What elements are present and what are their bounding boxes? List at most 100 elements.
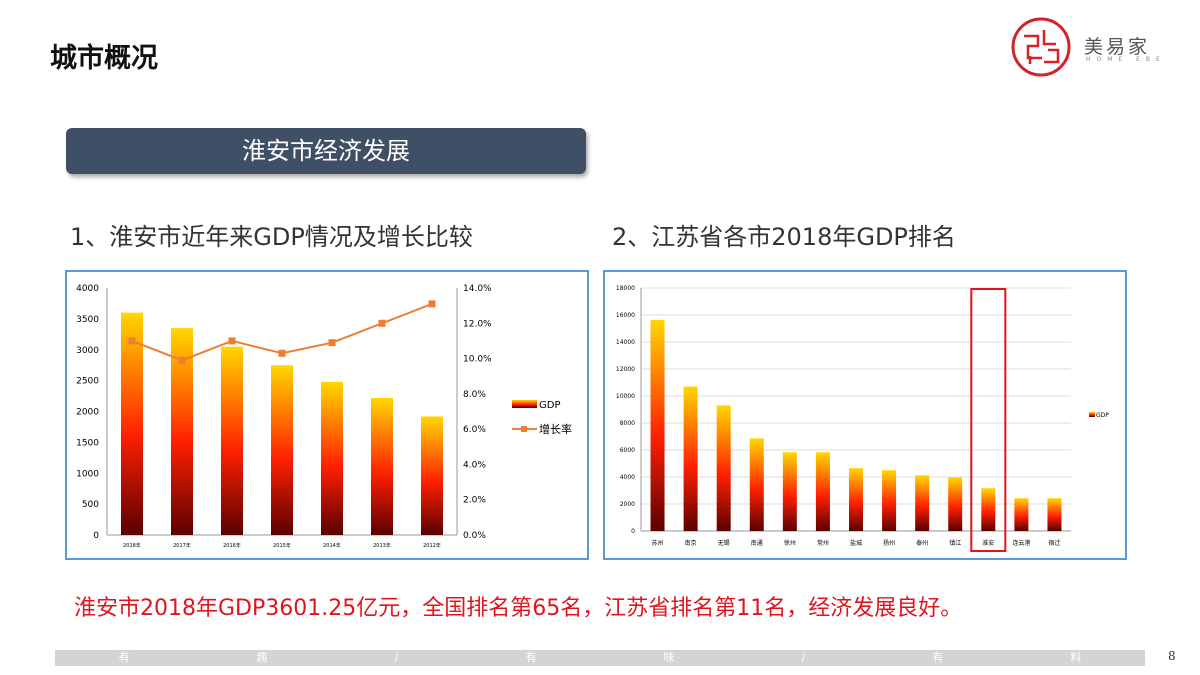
bar-gdp — [421, 416, 443, 535]
y-tick-label: 1500 — [76, 438, 99, 448]
y-tick-label: 1000 — [76, 469, 99, 479]
section-banner: 淮安市经济发展 — [66, 128, 586, 174]
bar-gdp — [716, 405, 731, 531]
y2-tick-label: 0.0% — [463, 531, 486, 541]
legend-marker-growth — [521, 426, 527, 432]
bar-gdp — [171, 328, 193, 535]
logo-subtitle: HOME EBE — [1086, 56, 1166, 63]
highlight-box — [970, 288, 1007, 552]
footer-item: 有 — [525, 651, 537, 664]
y2-tick-label: 4.0% — [463, 460, 486, 470]
y-tick-label: 8000 — [620, 420, 635, 427]
summary-text: 淮安市2018年GDP3601.25亿元，全国排名第65名，江苏省排名第11名，… — [74, 596, 963, 621]
x-tick-label: 常州 — [817, 539, 829, 547]
bar-gdp — [1014, 498, 1029, 531]
bar-gdp — [815, 452, 830, 531]
x-tick-label: 连云港 — [1012, 539, 1030, 547]
footer-item: 味 — [663, 651, 675, 664]
bar-gdp — [1047, 498, 1062, 531]
logo-name: 美易家 — [1084, 36, 1151, 58]
x-tick-label: 徐州 — [784, 539, 796, 547]
y2-tick-label: 6.0% — [463, 425, 486, 435]
bar-gdp — [882, 470, 897, 531]
y-tick-label: 10000 — [616, 393, 635, 400]
y-tick-label: 0 — [631, 528, 635, 535]
y-tick-label: 14000 — [616, 339, 635, 346]
x-tick-label: 2013年 — [373, 542, 391, 549]
x-tick-label: 南通 — [751, 539, 763, 547]
x-tick-label: 泰州 — [916, 539, 928, 547]
legend-label-gdp: GDP — [1096, 412, 1109, 419]
y-tick-label: 2500 — [76, 377, 99, 387]
bar-gdp — [371, 397, 393, 535]
bar-gdp — [271, 365, 293, 535]
y-tick-label: 500 — [82, 500, 99, 510]
footer-item: 料 — [1070, 651, 1082, 664]
bar-gdp — [749, 438, 764, 531]
legend-swatch-gdp — [512, 400, 537, 408]
y-tick-label: 12000 — [616, 366, 635, 373]
point-growth — [228, 337, 236, 345]
point-growth — [128, 337, 136, 345]
footer-item: 趣 — [256, 651, 268, 664]
point-growth — [178, 356, 186, 364]
y-tick-label: 3000 — [76, 346, 99, 356]
bar-gdp — [849, 468, 863, 531]
y2-tick-label: 12.0% — [463, 319, 492, 329]
x-tick-label: 2016年 — [223, 542, 241, 549]
legend-swatch-gdp — [1089, 412, 1095, 417]
x-tick-label: 淮安 — [982, 539, 994, 547]
bar-gdp — [221, 346, 243, 535]
footer-bar: 有 趣 / 有 味 / 有 料 — [55, 650, 1145, 666]
x-tick-label: 2012年 — [423, 542, 441, 549]
bar-gdp — [121, 312, 143, 535]
y2-tick-label: 8.0% — [463, 390, 486, 400]
logo-seal-icon — [1011, 17, 1071, 77]
chart-jiangsu-ranking: 0 2000 4000 6000 8000 10000 12000 14000 16000 180… — [603, 270, 1127, 560]
x-tick-label: 无锡 — [718, 539, 730, 547]
page-number: 8 — [1168, 649, 1176, 663]
x-tick-label: 盐城 — [850, 539, 862, 547]
y-tick-label: 16000 — [616, 312, 635, 319]
subtitle-1: 1、淮安市近年来GDP情况及增长比较 — [70, 223, 473, 251]
x-tick-label: 宿迁 — [1048, 539, 1060, 547]
y-tick-label: 4000 — [76, 284, 99, 294]
y-tick-label: 2000 — [76, 408, 99, 418]
y2-tick-label: 10.0% — [463, 355, 492, 365]
page-title: 城市概况 — [50, 43, 158, 74]
x-tick-label: 镇江 — [949, 539, 961, 547]
x-tick-label: 2018年 — [123, 542, 141, 549]
x-tick-label: 2014年 — [323, 542, 341, 549]
point-growth — [428, 300, 436, 308]
y-tick-label: 18000 — [616, 285, 635, 292]
x-tick-label: 扬州 — [883, 539, 895, 547]
y-tick-label: 6000 — [620, 447, 635, 454]
x-tick-label: 2017年 — [173, 542, 191, 549]
y-tick-label: 3500 — [76, 315, 99, 325]
footer-item: 有 — [118, 651, 130, 664]
bar-gdp — [650, 319, 665, 531]
x-tick-label: 2015年 — [273, 542, 291, 549]
y2-tick-label: 2.0% — [463, 496, 486, 506]
y-tick-label: 0 — [93, 531, 99, 541]
y-tick-label: 2000 — [620, 501, 635, 508]
y2-tick-label: 14.0% — [463, 284, 492, 294]
legend-label-gdp: GDP — [539, 400, 560, 411]
bar-gdp — [782, 452, 797, 531]
point-growth — [378, 319, 386, 327]
point-growth — [328, 339, 336, 347]
bar-gdp — [948, 477, 963, 531]
y-tick-label: 4000 — [620, 474, 635, 481]
bar-gdp — [981, 488, 996, 531]
footer-item: 有 — [932, 651, 944, 664]
subtitle-2: 2、江苏省各市2018年GDP排名 — [612, 223, 956, 251]
chart-gdp-growth: 0 500 1000 1500 2000 2500 3000 3500 4000 0.0% 2.0%… — [65, 270, 589, 560]
footer-item: / — [394, 651, 399, 664]
legend-label-growth: 增长率 — [539, 422, 572, 436]
x-tick-label: 南京 — [685, 539, 697, 547]
bar-gdp — [683, 386, 698, 531]
point-growth — [278, 349, 286, 357]
x-tick-label: 苏州 — [652, 539, 664, 547]
bar-gdp — [915, 475, 930, 531]
footer-item: / — [801, 651, 806, 664]
